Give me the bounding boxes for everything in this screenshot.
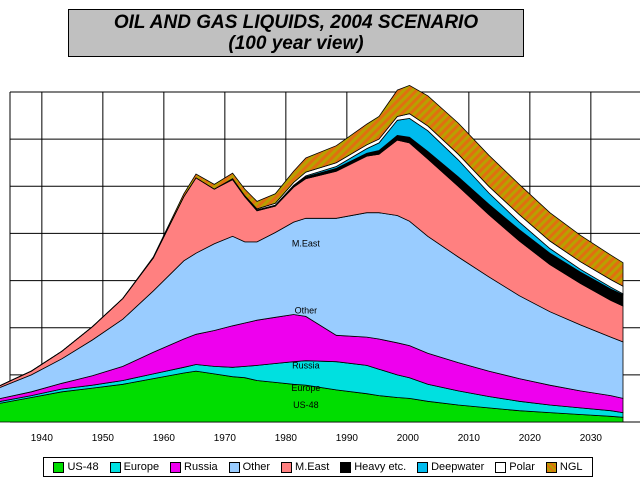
legend-label: M.East <box>295 461 330 473</box>
legend-swatch <box>170 461 182 473</box>
x-tick-label: 1940 <box>31 433 54 444</box>
legend-swatch <box>281 461 293 473</box>
x-tick-label: 2030 <box>580 433 603 444</box>
legend-item: US-48 <box>53 461 99 473</box>
legend-item: Other <box>228 461 271 473</box>
legend-item: NGL <box>545 461 583 473</box>
x-tick-label: 2000 <box>397 433 420 444</box>
x-tick-label: 1950 <box>92 433 115 444</box>
x-tick-label: 2010 <box>458 433 481 444</box>
x-tick-label: 1980 <box>275 433 298 444</box>
legend-swatch <box>340 461 352 473</box>
stacked-areas <box>0 84 624 423</box>
legend-item: Europe <box>109 461 160 473</box>
x-axis: 1940 1950 1960 1970 1980 1990 2000 2010 2020 2030… <box>31 433 603 444</box>
legend-label: Deepwater <box>431 461 485 473</box>
legend-swatch <box>495 461 507 473</box>
legend-swatch <box>109 461 121 473</box>
legend-swatch <box>228 461 240 473</box>
legend-item: Polar <box>495 461 535 473</box>
region-label: M.East <box>292 239 321 249</box>
legend-swatch <box>545 461 557 473</box>
legend-item: Heavy etc. <box>340 461 406 473</box>
x-tick-label: 1970 <box>214 433 237 444</box>
legend-item: Deepwater <box>417 461 484 473</box>
x-tick-label: 1990 <box>336 433 359 444</box>
legend-label: Other <box>242 461 271 473</box>
chart-subtitle: (100 year view) <box>228 33 364 54</box>
legend-label: Europe <box>123 461 160 473</box>
chart-title: OIL AND GAS LIQUIDS, 2004 SCENARIO <box>113 12 479 33</box>
legend-label: NGL <box>559 461 583 473</box>
x-tick-label: 2020 <box>519 433 542 444</box>
region-label: Other <box>295 306 318 316</box>
legend-label: Russia <box>184 461 218 473</box>
x-tick-label: 1960 <box>153 433 176 444</box>
legend-label: US-48 <box>67 461 99 473</box>
legend-label: Heavy etc. <box>354 461 407 473</box>
region-label: Europe <box>291 383 320 393</box>
legend-item: Russia <box>170 461 218 473</box>
region-labels: M.East Other Russia Europe US-48 <box>291 239 320 410</box>
legend-item: M.East <box>281 461 329 473</box>
chart-title-box: OIL AND GAS LIQUIDS, 2004 SCENARIO (100 … <box>68 9 524 57</box>
legend-swatch <box>53 461 65 473</box>
chart-area: M.East Other Russia Europe US-48 1940 1950 196… <box>0 84 640 444</box>
region-label: US-48 <box>293 400 319 410</box>
region-label: Russia <box>292 360 320 370</box>
legend: US-48 Europe Russia Other M.East Heavy etc. De… <box>43 457 593 477</box>
legend-label: Polar <box>509 461 535 473</box>
legend-swatch <box>417 461 429 473</box>
area-ngl <box>0 84 624 386</box>
